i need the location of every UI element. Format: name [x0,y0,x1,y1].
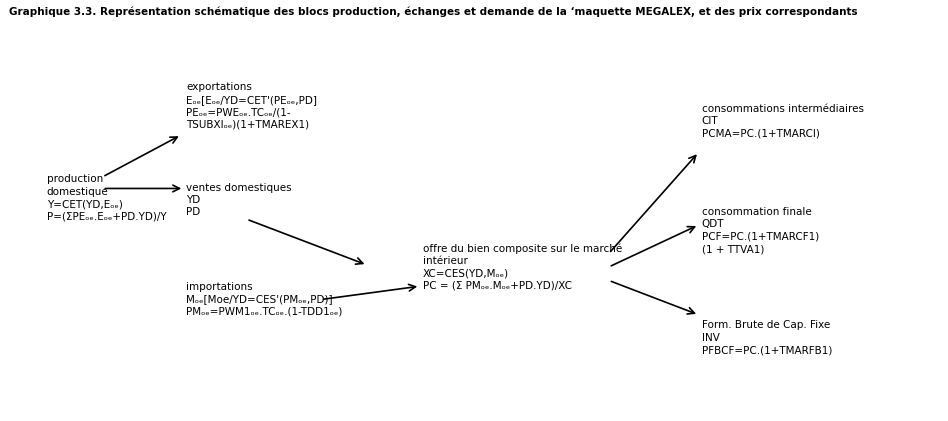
Text: Graphique 3.3. Représentation schématique des blocs production, échanges et dema: Graphique 3.3. Représentation schématiqu… [9,6,858,17]
Text: offre du bien composite sur le marché
intérieur
XC=CES(YD,Mₒₑ)
PC = (Σ PMₒₑ.Mₒₑ+: offre du bien composite sur le marché in… [423,243,622,291]
Text: importations
Mₒₑ[Moe/YD=CES'(PMₒₑ,PD)]
PMₒₑ=PWM1ₒₑ.TCₒₑ.(1-TDD1ₒₑ): importations Mₒₑ[Moe/YD=CES'(PMₒₑ,PD)] P… [186,282,342,317]
Text: consommation finale
QDT
PCF=PC.(1+TMARCF1)
(1 + TTVA1): consommation finale QDT PCF=PC.(1+TMARCF… [702,207,819,254]
Text: Form. Brute de Cap. Fixe
INV
PFBCF=PC.(1+TMARFB1): Form. Brute de Cap. Fixe INV PFBCF=PC.(1… [702,320,832,355]
Text: ventes domestiques
YD
PD: ventes domestiques YD PD [186,183,292,217]
Text: production
domestique
Y=CET(YD,Eₒₑ)
P=(ΣPEₒₑ.Eₒₑ+PD.YD)/Y: production domestique Y=CET(YD,Eₒₑ) P=(Σ… [46,174,166,221]
Text: exportations
Eₒₑ[Eₒₑ/YD=CET'(PEₒₑ,PD]
PEₒₑ=PWEₒₑ.TCₒₑ/(1-
TSUBXIₒₑ)(1+TMAREX1): exportations Eₒₑ[Eₒₑ/YD=CET'(PEₒₑ,PD] PE… [186,83,317,130]
Text: consommations intermédiaires
CIT
PCMA=PC.(1+TMARCI): consommations intermédiaires CIT PCMA=PC… [702,104,864,139]
